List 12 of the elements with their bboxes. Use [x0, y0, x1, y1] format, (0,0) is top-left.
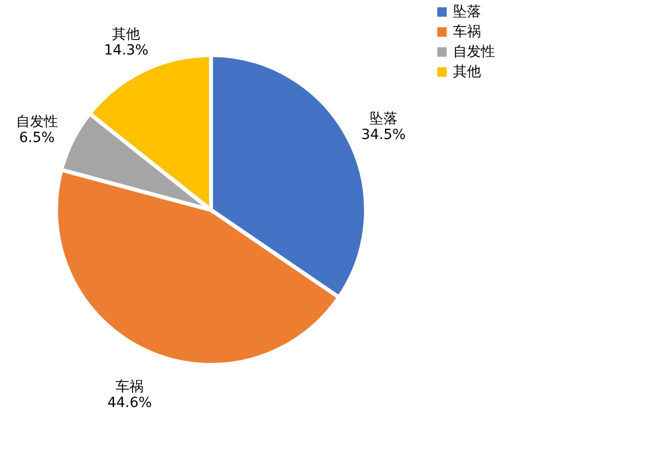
data-label: 14.3%: [104, 42, 148, 58]
slice-label: 其他: [112, 26, 140, 42]
legend-label: 车祸: [453, 24, 481, 40]
slice-label: 车祸: [116, 379, 144, 396]
slice-label: 坠落: [369, 110, 398, 127]
data-label: 6.5%: [19, 130, 55, 146]
data-label: 44.6%: [107, 395, 152, 412]
data-label: 34.5%: [361, 126, 406, 143]
legend-label: 坠落: [453, 4, 481, 20]
legend-label: 自发性: [453, 44, 495, 60]
legend-label: 其他: [453, 64, 481, 80]
slice-label: 自发性: [16, 114, 58, 130]
